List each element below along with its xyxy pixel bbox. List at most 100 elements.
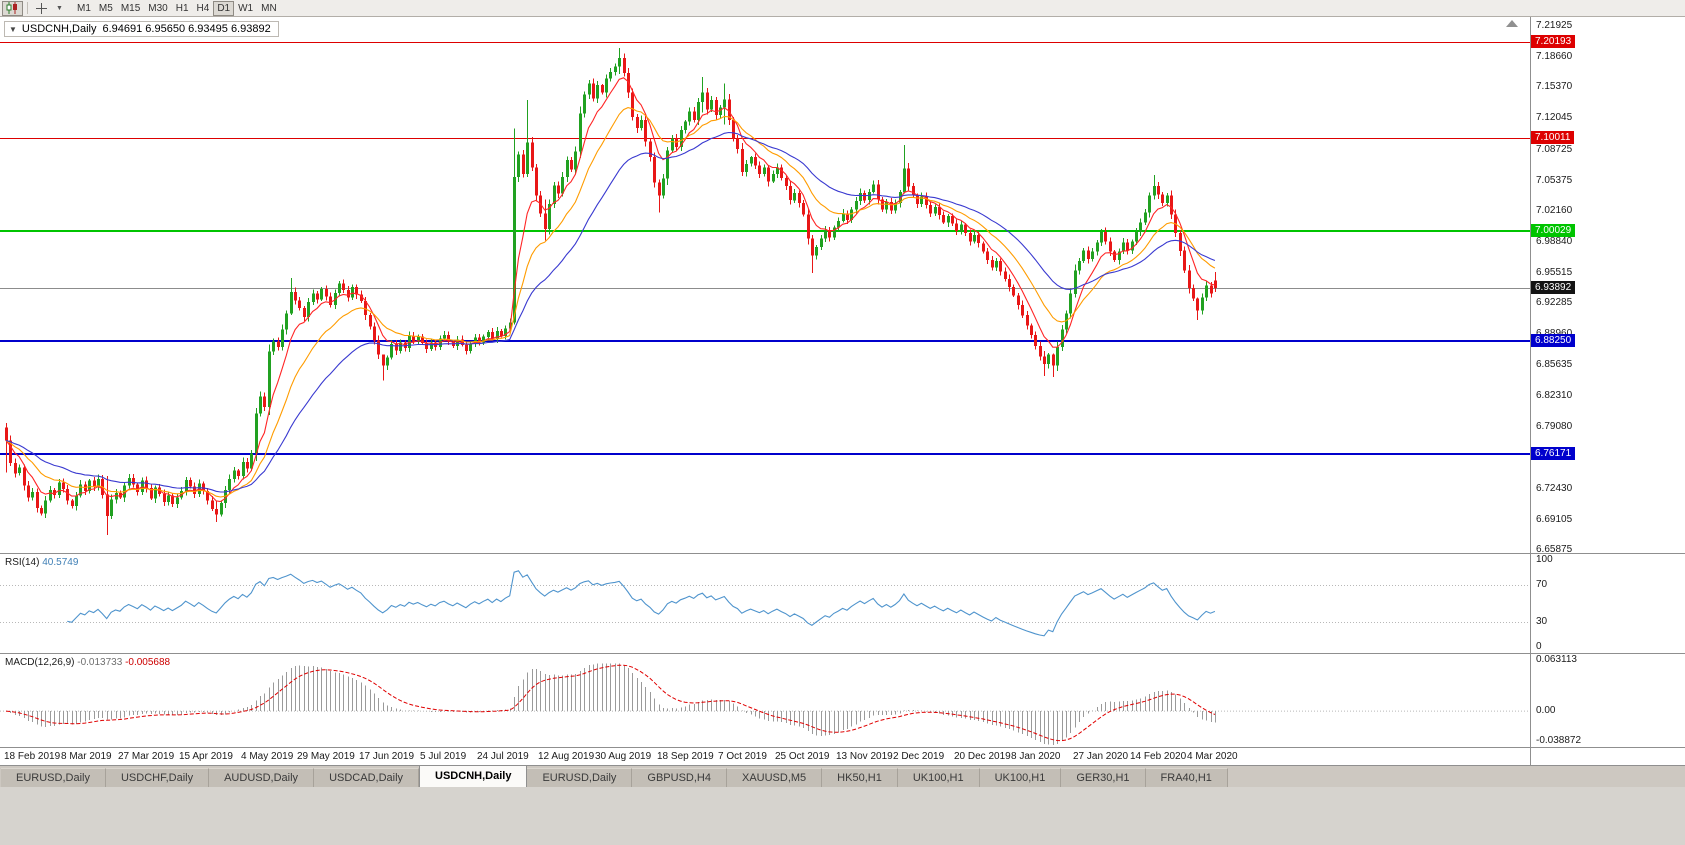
date-axis-label: 8 Mar 2019: [61, 751, 112, 762]
date-axis-label: 4 Mar 2020: [1187, 751, 1238, 762]
candlestick-chart-button[interactable]: [2, 0, 23, 16]
price-axis-label: 7.18660: [1536, 50, 1573, 62]
rsi-label: RSI(14): [5, 557, 40, 568]
timeframes-dropdown-button[interactable]: ▼: [51, 1, 68, 16]
timeframe-w1[interactable]: W1: [234, 1, 257, 16]
macd-main-value: -0.013733: [77, 657, 123, 668]
timeframe-h1[interactable]: H1: [172, 1, 193, 16]
tab-fra40-h1[interactable]: FRA40,H1: [1145, 768, 1228, 787]
tab-eurusd-daily[interactable]: EURUSD,Daily: [527, 768, 633, 787]
date-axis-label: 18 Sep 2019: [657, 751, 714, 762]
price-axis-label: 7.05375: [1536, 174, 1573, 186]
status-area: [0, 787, 1685, 845]
one-click-trading-caret-icon[interactable]: ▼: [9, 24, 17, 34]
macd-panel[interactable]: MACD(12,26,9) -0.013733 -0.005688: [0, 654, 1530, 747]
macd-label: MACD(12,26,9): [5, 657, 75, 668]
price-axis-label: 7.15370: [1536, 81, 1573, 93]
chart-shift-marker: [1506, 20, 1518, 27]
tab-usdcnh-daily[interactable]: USDCNH,Daily: [419, 765, 528, 787]
macd-title: MACD(12,26,9) -0.013733 -0.005688: [5, 657, 170, 668]
crosshair-icon: [36, 2, 47, 14]
date-axis-label: 25 Oct 2019: [775, 751, 830, 762]
price-axis-label: -0.038872: [1536, 735, 1582, 746]
price-axis-label: 7.02160: [1536, 204, 1573, 216]
candlestick-chart-icon: [6, 2, 17, 14]
date-axis-label: 30 Aug 2019: [595, 751, 652, 762]
date-axis: 18 Feb 2019 8 Mar 2019 27 Mar 2019 15 Apr 2…: [0, 748, 1530, 765]
main-chart-panel[interactable]: ▼ USDCNH,Daily 6.94691 6.95650 6.93495 6…: [0, 17, 1530, 553]
date-axis-label: 18 Feb 2019: [4, 751, 61, 762]
panel-separator[interactable]: [0, 653, 1685, 654]
rsi-chart-svg: [0, 570, 1530, 637]
tab-gbpusd-h4[interactable]: GBPUSD,H4: [632, 768, 727, 787]
level-price-badge: 6.88250: [1531, 333, 1576, 347]
date-axis-label: 8 Jan 2020: [1011, 751, 1061, 762]
price-axis-label: 70: [1536, 579, 1548, 591]
date-axis-label: 24 Jul 2019: [477, 751, 529, 762]
crosshair-button[interactable]: [32, 1, 51, 16]
tab-eurusd-daily[interactable]: EURUSD,Daily: [1, 768, 106, 787]
current-price-badge: 6.93892: [1531, 281, 1576, 295]
rsi-title: RSI(14) 40.5749: [5, 557, 78, 568]
level-price-badge: 7.20193: [1531, 35, 1576, 49]
level-price-badge: 7.00029: [1531, 223, 1576, 237]
price-axis-label: 6.92285: [1536, 297, 1573, 309]
price-axis-label: 0: [1536, 641, 1542, 652]
timeframe-h4[interactable]: H4: [193, 1, 214, 16]
price-axis-label: 0.00: [1536, 705, 1556, 717]
date-axis-label: 5 Jul 2019: [420, 751, 467, 762]
price-axis-label: 6.72430: [1536, 482, 1573, 494]
date-axis-label: 4 May 2019: [241, 751, 294, 762]
price-axis-label: 6.88960: [1536, 329, 1572, 339]
date-axis-label: 2 Dec 2019: [893, 751, 945, 762]
timeframe-m5[interactable]: M5: [95, 1, 117, 16]
ohlc-values: 6.94691 6.95650 6.93495 6.93892: [102, 23, 271, 35]
timeframe-mn[interactable]: MN: [257, 1, 281, 16]
tab-usdchf-daily[interactable]: USDCHF,Daily: [105, 768, 210, 787]
timeframe-group: M1 M5 M15 M30 H1 H4 D1 W1 MN: [73, 0, 281, 16]
date-axis-label: 29 May 2019: [297, 751, 355, 762]
price-axis-label: 0.063113: [1536, 654, 1577, 665]
rsi-value: 40.5749: [42, 557, 79, 568]
tab-ger30-h1[interactable]: GER30,H1: [1061, 768, 1146, 787]
date-axis-label: 14 Feb 2020: [1130, 751, 1187, 762]
macd-chart-svg: [0, 663, 1530, 745]
toolbar: ▼ M1 M5 M15 M30 H1 H4 D1 W1 MN: [0, 0, 1685, 17]
level-price-badge: 7.10011: [1531, 130, 1575, 144]
date-axis-label: 27 Mar 2019: [118, 751, 175, 762]
timeframe-m30[interactable]: M30: [144, 1, 171, 16]
price-axis-label: 6.95515: [1536, 267, 1573, 279]
tab-audusd-daily[interactable]: AUDUSD,Daily: [209, 768, 315, 787]
tab-usdcad-daily[interactable]: USDCAD,Daily: [314, 768, 420, 787]
chart-tabs-bar: EURUSD,Daily USDCHF,Daily AUDUSD,Daily USDC…: [0, 765, 1685, 787]
price-axis-label: 7.08725: [1536, 143, 1573, 155]
date-axis-label: 27 Jan 2020: [1073, 751, 1129, 762]
date-axis-label: 15 Apr 2019: [179, 751, 233, 762]
date-axis-label: 12 Aug 2019: [538, 751, 595, 762]
tab-xauusd-m5[interactable]: XAUUSD,M5: [726, 768, 823, 787]
panel-separator[interactable]: [0, 553, 1685, 554]
symbol-ohlc-chip: ▼ USDCNH,Daily 6.94691 6.95650 6.93495 6…: [4, 21, 279, 37]
price-axis-label: 6.98840: [1536, 235, 1573, 247]
rsi-panel[interactable]: RSI(14) 40.5749: [0, 554, 1530, 653]
price-axis-label: 6.69105: [1536, 513, 1573, 525]
tab-uk100-h1[interactable]: UK100,H1: [979, 768, 1062, 787]
chevron-down-icon: ▼: [56, 4, 63, 12]
tab-uk100-h1[interactable]: UK100,H1: [897, 768, 980, 787]
macd-signal-value: -0.005688: [125, 657, 171, 668]
toolbar-divider: [27, 2, 28, 14]
timeframe-m1[interactable]: M1: [73, 1, 95, 16]
price-axis: 7.21925 7.18660 7.15370 7.12045 7.08725 7.053…: [1530, 17, 1685, 765]
price-axis-label: 6.65875: [1536, 544, 1573, 556]
date-axis-label: 17 Jun 2019: [359, 751, 415, 762]
price-axis-label: 7.12045: [1536, 112, 1573, 124]
price-axis-label: 7.21925: [1536, 20, 1573, 32]
tab-hk50-h1[interactable]: HK50,H1: [822, 768, 898, 787]
price-axis-label: 100: [1536, 554, 1553, 565]
date-axis-label: 20 Dec 2019: [954, 751, 1011, 762]
timeframe-d1[interactable]: D1: [213, 0, 235, 16]
timeframe-m15[interactable]: M15: [117, 1, 144, 16]
candlestick-chart-svg: [0, 20, 1530, 535]
date-axis-label: 7 Oct 2019: [718, 751, 767, 762]
